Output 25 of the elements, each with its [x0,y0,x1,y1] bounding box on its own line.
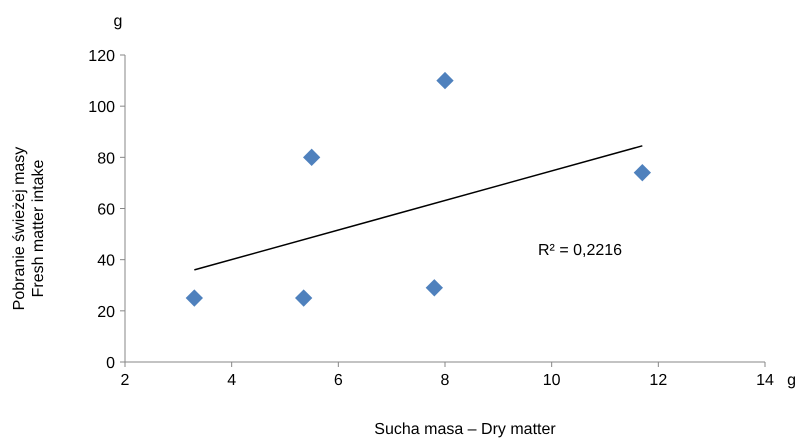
y-tick-label: 100 [88,99,116,116]
x-tick-label: 2 [120,372,130,389]
y-tick-label: 80 [97,150,116,168]
x-tick-label: 14 [756,372,774,389]
y-tick-label: 120 [88,48,116,65]
point [295,289,312,307]
text: g [114,13,122,30]
point [426,279,443,296]
point [634,164,651,182]
y-tick-label: 60 [97,202,116,218]
x-tick-label: 10 [542,372,561,389]
y-tick-label: 20 [97,304,116,321]
x-axis-title: Sucha masa – Dry matter [374,421,556,438]
point [303,148,320,166]
x-tick-label: 8 [440,372,450,389]
x-tick-label: 4 [227,372,236,389]
point [436,72,454,90]
y-tick-label: 40 [97,252,116,270]
annotation: R² = 0,2216 [538,242,622,259]
y-tick-label: 0 [106,355,116,372]
x-tick-label: 6 [334,372,343,389]
point [186,289,203,307]
text: g [787,372,796,389]
y-axis-title: Pobranie świeżej masy Fresh matter intake [11,146,47,310]
x-tick-label: 12 [649,372,668,389]
